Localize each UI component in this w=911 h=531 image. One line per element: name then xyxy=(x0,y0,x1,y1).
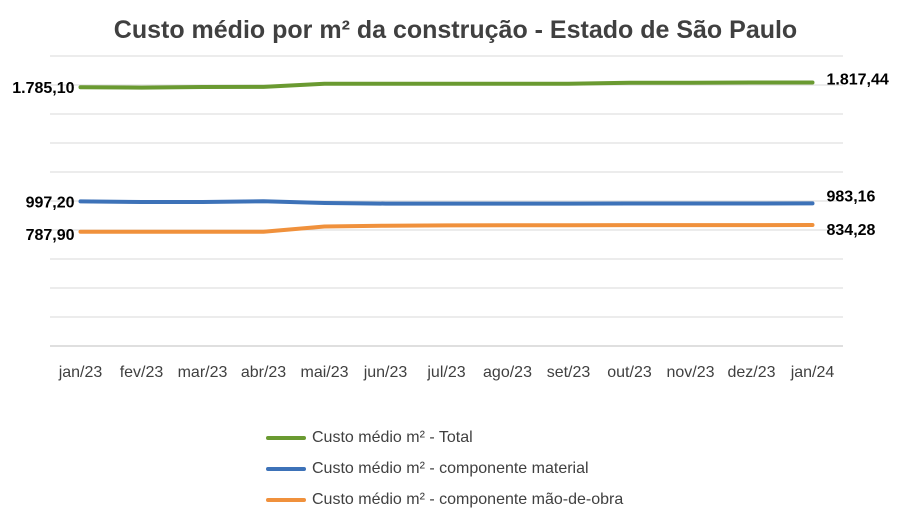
data-label-first: 787,90 xyxy=(26,227,75,244)
legend-swatch-labor xyxy=(266,497,306,502)
x-tick-label: fev/23 xyxy=(120,364,164,381)
legend-swatch-total xyxy=(266,435,306,440)
data-label-first: 1.785,10 xyxy=(12,80,74,97)
legend-item-total: Custo médio m² - Total xyxy=(266,422,623,453)
data-label-first: 997,20 xyxy=(26,194,75,211)
x-tick-label: out/23 xyxy=(607,364,652,381)
legend-item-material: Custo médio m² - componente material xyxy=(266,453,623,484)
x-tick-label: abr/23 xyxy=(241,364,286,381)
x-tick-label: jun/23 xyxy=(363,364,408,381)
legend-label-total: Custo médio m² - Total xyxy=(312,428,473,446)
x-tick-label: mai/23 xyxy=(300,364,348,381)
x-tick-label: ago/23 xyxy=(483,364,532,381)
legend-label-material: Custo médio m² - componente material xyxy=(312,459,589,477)
series-line xyxy=(78,80,815,90)
chart-title: Custo médio por m² da construção - Estad… xyxy=(113,16,798,44)
x-tick-label: nov/23 xyxy=(666,364,714,381)
x-tick-label: jan/23 xyxy=(58,364,103,381)
data-label-last: 1.817,44 xyxy=(827,71,889,88)
x-tick-label: set/23 xyxy=(547,364,591,381)
x-tick-label: jan/24 xyxy=(790,364,835,381)
data-label-last: 834,28 xyxy=(827,222,876,239)
legend-item-labor: Custo médio m² - componente mão-de-obra xyxy=(266,484,623,515)
legend: Custo médio m² - Total Custo médio m² - … xyxy=(266,422,623,515)
x-tick-label: jul/23 xyxy=(426,364,465,381)
x-tick-label: mar/23 xyxy=(178,364,228,381)
x-tick-label: dez/23 xyxy=(727,364,775,381)
legend-swatch-material xyxy=(266,466,306,471)
series-line xyxy=(78,223,815,234)
series-line xyxy=(78,199,815,206)
legend-label-labor: Custo médio m² - componente mão-de-obra xyxy=(312,490,624,508)
data-label-last: 983,16 xyxy=(827,188,876,205)
